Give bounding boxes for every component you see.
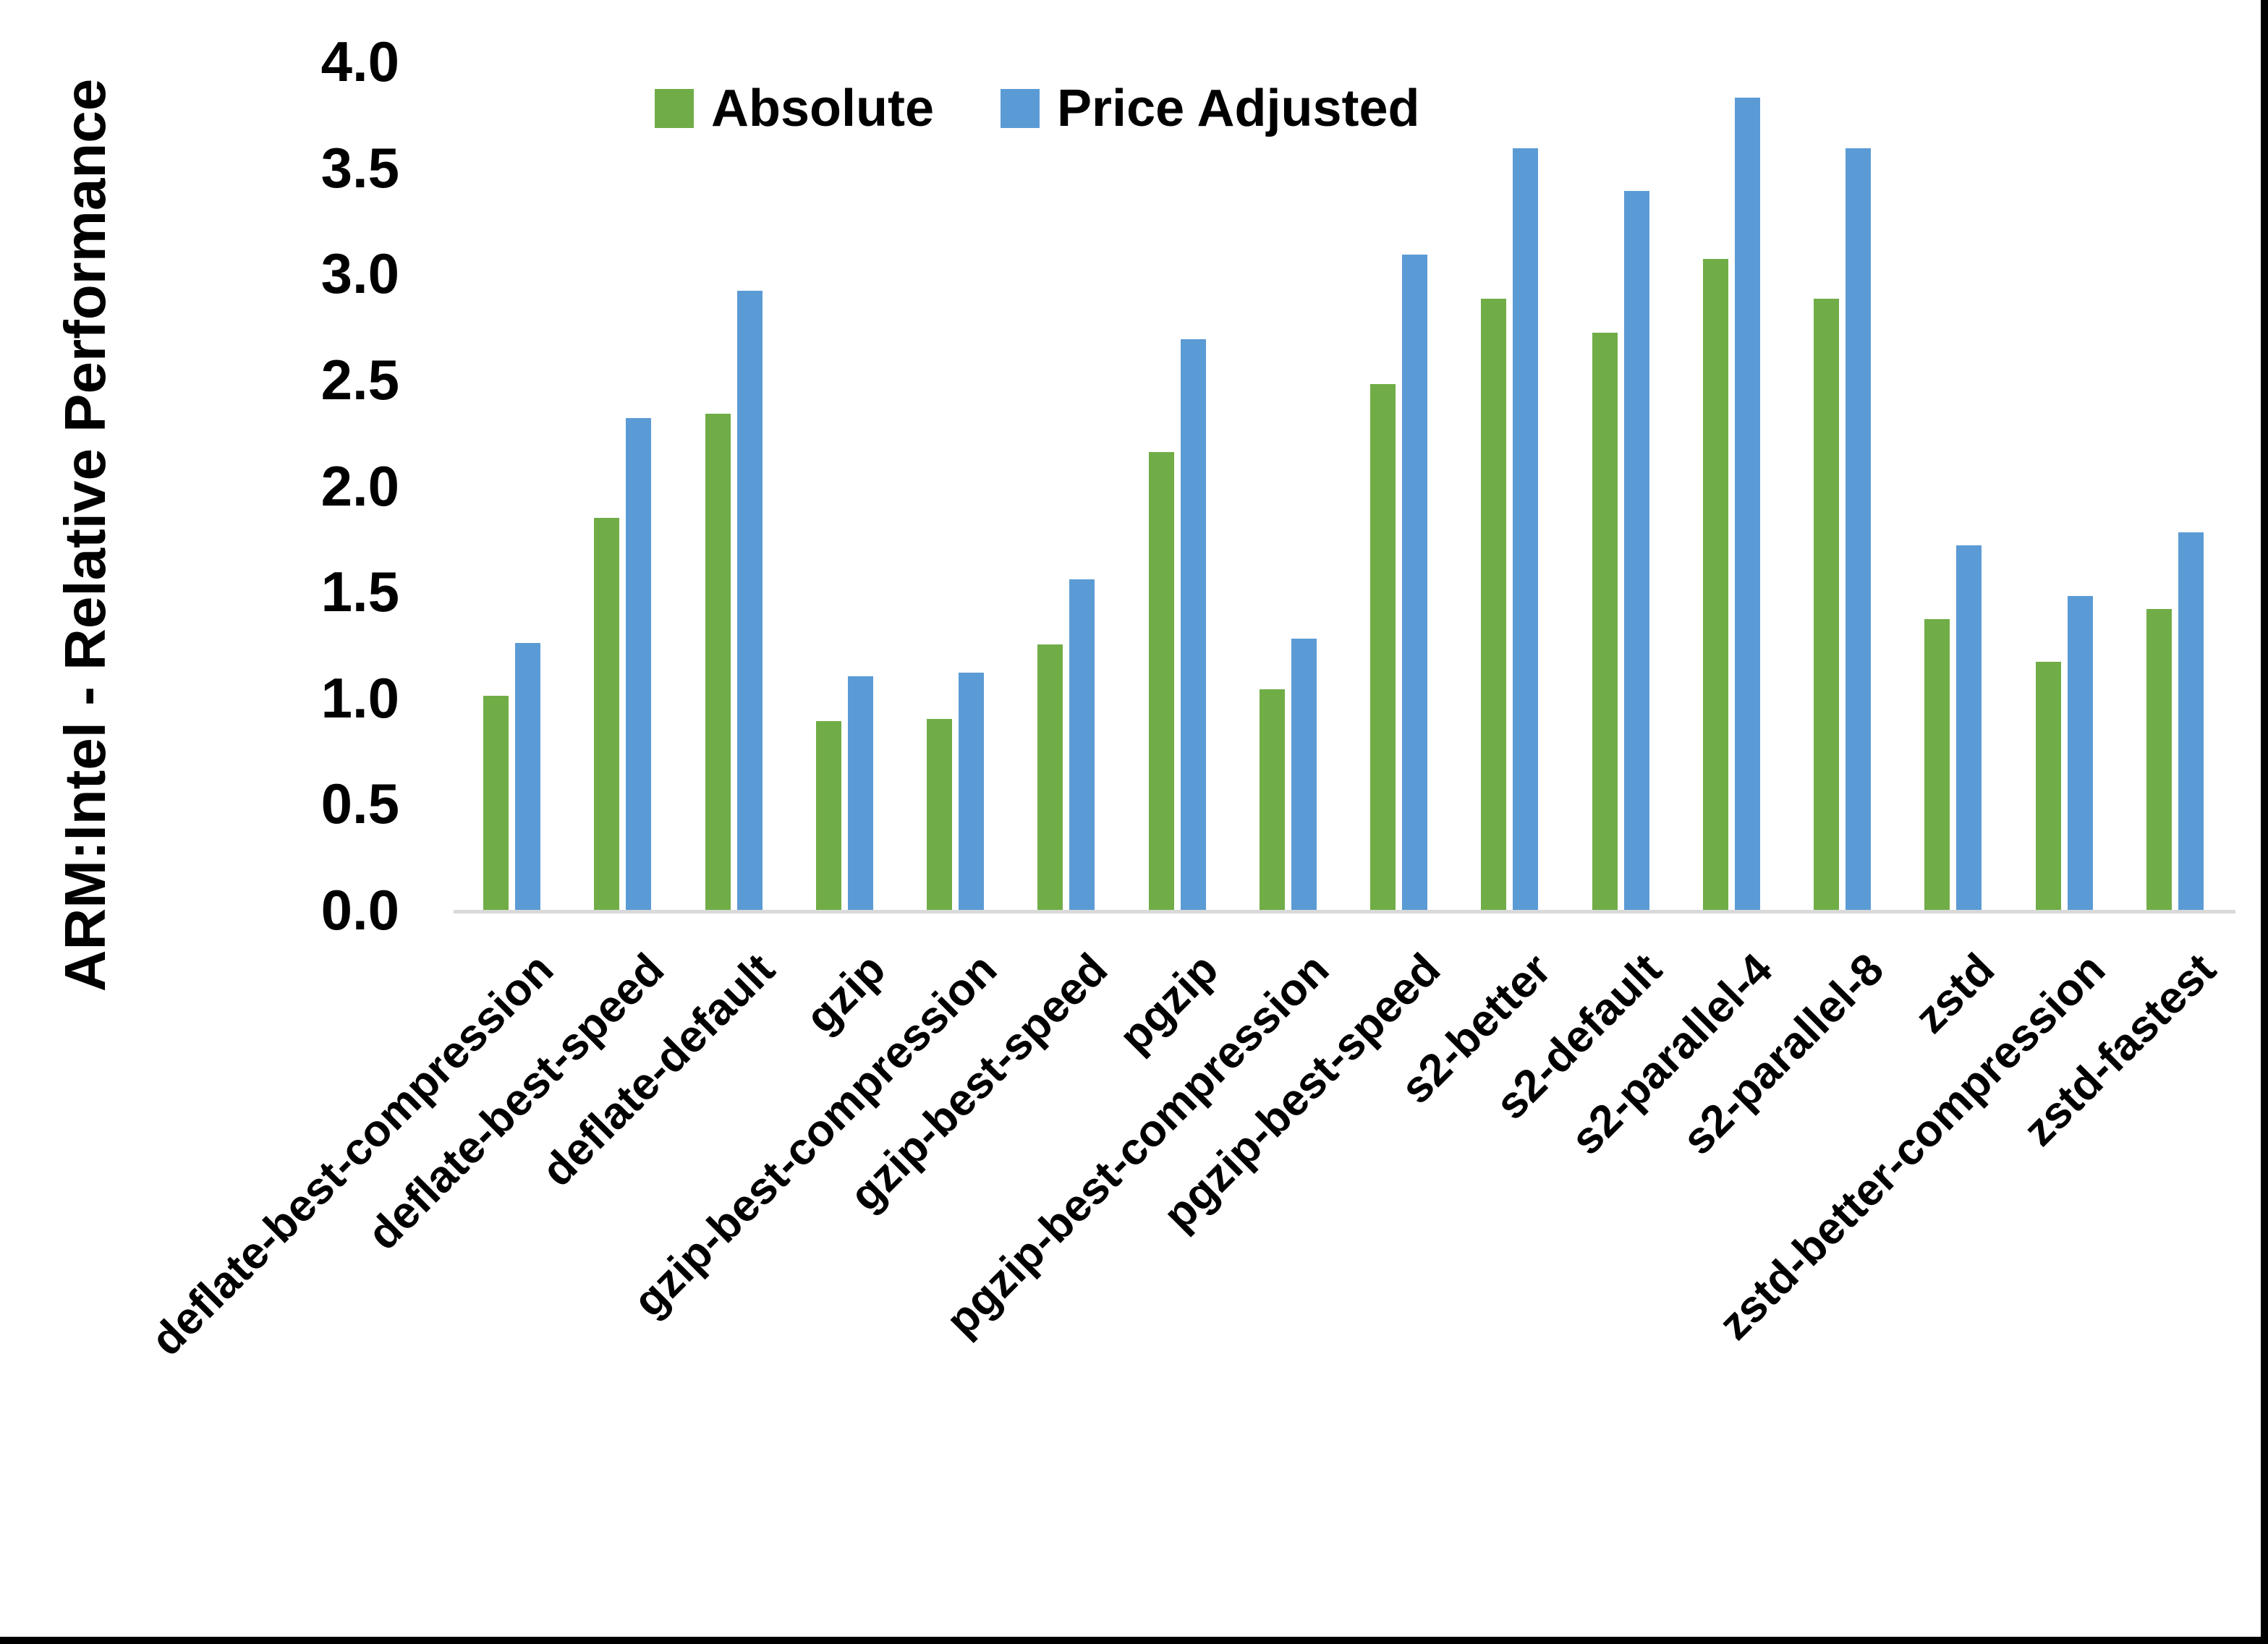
bar-group-gzip-best-speed [1011, 61, 1121, 910]
bar-absolute-s2-default [1592, 333, 1618, 910]
bar-absolute-zstd-better-compression [2035, 661, 2061, 910]
legend-label: Price Adjusted [1057, 80, 1420, 137]
y-tick-label: 0.5 [320, 772, 399, 836]
legend-item-absolute: Absolute [655, 80, 934, 137]
y-tick-label: 1.5 [320, 560, 399, 624]
bar-price-adjusted-pgzip-best-speed [1402, 254, 1428, 910]
bar-price-adjusted-s2-default [1623, 190, 1649, 910]
bar-absolute-gzip-best-speed [1037, 644, 1063, 910]
bar-absolute-pgzip-best-speed [1370, 383, 1396, 910]
plot-area [456, 61, 2230, 910]
y-tick-label: 3.0 [320, 242, 399, 306]
legend-label: Absolute [711, 80, 935, 137]
bar-price-adjusted-pgzip [1180, 339, 1206, 910]
bar-absolute-s2-parallel-4 [1702, 258, 1728, 910]
y-tick-label: 4.0 [320, 30, 399, 93]
bar-price-adjusted-deflate-best-speed [626, 417, 652, 910]
bar-absolute-deflate-best-speed [594, 517, 620, 910]
bar-price-adjusted-zstd-fastest [2178, 532, 2204, 910]
bar-price-adjusted-gzip-best-speed [1069, 579, 1095, 910]
legend: Absolute Price Adjusted [655, 80, 1419, 137]
bar-group-deflate-best-compression [456, 61, 567, 910]
bar-group-s2-parallel-4 [1676, 61, 1787, 910]
bar-group-gzip-best-compression [900, 61, 1011, 910]
bar-group-deflate-default [679, 61, 789, 910]
legend-swatch-price-adjusted [1001, 89, 1040, 128]
bar-group-pgzip [1122, 61, 1233, 910]
bar-group-zstd [1898, 61, 2008, 910]
y-tick-label: 0.0 [320, 878, 399, 942]
x-axis-labels: deflate-best-compression deflate-best-spe… [142, 937, 2230, 1632]
bar-absolute-zstd-fastest [2146, 608, 2172, 910]
bar-group-zstd-fastest [2120, 61, 2230, 910]
bar-price-adjusted-deflate-best-compression [515, 642, 541, 910]
bar-absolute-s2-better [1481, 299, 1507, 910]
x-axis-line [454, 910, 2235, 913]
bar-price-adjusted-s2-parallel-4 [1734, 97, 1760, 910]
bar-price-adjusted-gzip-best-compression [959, 672, 985, 910]
bar-price-adjusted-s2-better [1513, 148, 1539, 910]
bar-group-pgzip-best-compression [1233, 61, 1343, 910]
y-tick-label: 2.5 [320, 347, 399, 412]
y-axis-ticks: 4.0 3.5 3.0 2.5 2.0 1.5 1.0 0.5 0.0 [0, 30, 399, 942]
bar-group-s2-default [1566, 61, 1676, 910]
bar-group-pgzip-best-speed [1343, 61, 1454, 910]
y-tick-label: 1.0 [320, 665, 399, 730]
bar-group-gzip [789, 61, 900, 910]
bar-absolute-pgzip-best-compression [1259, 689, 1285, 910]
bar-group-deflate-best-speed [567, 61, 678, 910]
bar-price-adjusted-s2-parallel-8 [1846, 148, 1872, 910]
bar-price-adjusted-zstd [1956, 545, 1982, 910]
bar-price-adjusted-deflate-default [736, 290, 763, 910]
bar-absolute-gzip-best-compression [927, 719, 953, 910]
bar-absolute-deflate-default [705, 413, 731, 910]
bar-group-zstd-better-compression [2009, 61, 2120, 910]
bar-absolute-s2-parallel-8 [1814, 299, 1840, 910]
legend-swatch-absolute [655, 89, 694, 128]
bar-price-adjusted-pgzip-best-compression [1291, 638, 1317, 910]
bar-price-adjusted-zstd-better-compression [2067, 596, 2093, 910]
bar-absolute-deflate-best-compression [483, 695, 509, 910]
bar-absolute-pgzip [1148, 451, 1174, 910]
legend-item-price-adjusted: Price Adjusted [1001, 80, 1419, 137]
bar-price-adjusted-gzip [847, 676, 873, 910]
bar-group-s2-better [1454, 61, 1565, 910]
y-tick-label: 3.5 [320, 135, 399, 200]
y-tick-label: 2.0 [320, 453, 399, 518]
bar-absolute-zstd [1924, 619, 1950, 910]
bar-absolute-gzip [815, 721, 841, 910]
bar-group-s2-parallel-8 [1787, 61, 1898, 910]
